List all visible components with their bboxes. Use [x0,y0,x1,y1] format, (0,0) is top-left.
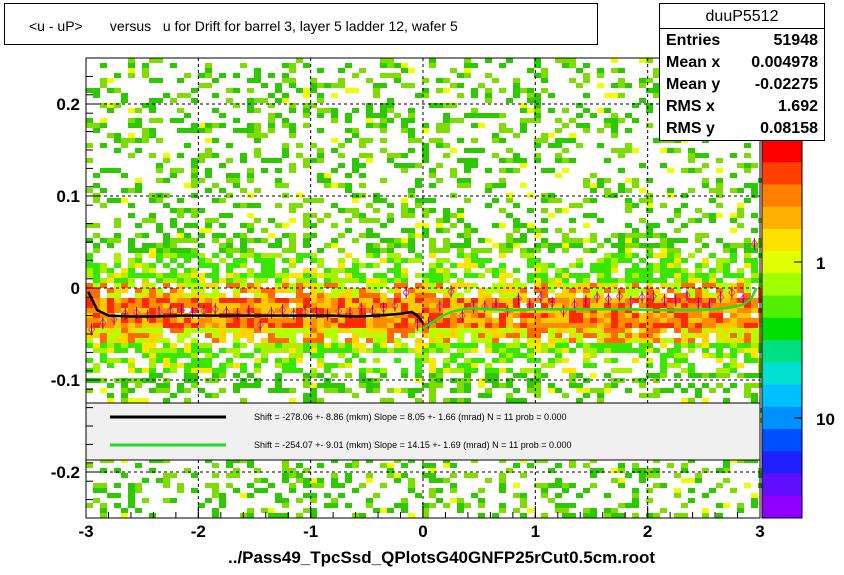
title-box: <u - uP> versus u for Drift for barrel 3… [4,3,598,45]
stats-value: -0.02275 [754,76,818,93]
colorbar-segment [762,429,802,452]
stats-box: duuP5512 Entries 51948 Mean x 0.004978 M… [659,3,825,141]
x-tick-label: 3 [755,522,764,541]
y-tick-label: -0.1 [51,371,80,390]
stats-row-mean-y: Mean y -0.02275 [666,74,818,96]
chart-title: <u - uP> versus u for Drift for barrel 3… [29,18,458,34]
stats-label: Entries [666,32,721,49]
stats-label: RMS x [666,98,715,115]
y-tick-label: 0.1 [56,187,80,206]
colorbar-segment [762,295,802,319]
colorbar-segment [762,140,802,163]
stats-label: Mean x [666,54,721,71]
stats-name: duuP5512 [660,6,824,29]
colorbar-segment [762,184,802,208]
legend-entry-1: Shift = -278.06 +- 8.86 (mkm) Slope = 8.… [254,412,567,422]
stats-value: 0.004978 [751,54,818,71]
y-tick-label: -0.2 [51,463,80,482]
colorbar-segment [762,406,802,430]
x-tick-label: -1 [303,522,318,541]
colorbar-tick-label: 1 [816,254,825,273]
colorbar-segment [762,206,802,230]
footer-filename: ../Pass49_TpcSsd_QPlotsG40GNFP25rCut0.5c… [228,548,656,567]
colorbar-segment [762,317,802,341]
fit-line-1 [87,291,424,324]
x-tick-label: 2 [643,522,652,541]
colorbar-segment [762,251,802,274]
x-tick-label: 1 [531,522,540,541]
stats-row-rms-y: RMS y 0.08158 [666,118,818,140]
x-tick-label: -2 [191,522,206,541]
stats-row-mean-x: Mean x 0.004978 [666,52,818,74]
colorbar-segment [762,228,802,252]
legend-entry-2: Shift = -254.07 +- 9.01 (mkm) Slope = 14… [254,440,572,450]
colorbar-tick-label: 10 [816,410,835,429]
x-tick-label: -3 [78,522,93,541]
colorbar-segment [762,340,802,363]
stats-value: 51948 [773,32,819,49]
stats-value: 0.08158 [760,120,818,137]
colorbar-segment [762,473,802,497]
x-tick-label: 0 [418,522,427,541]
colorbar-segment [762,451,802,475]
legend-box [85,402,761,461]
colorbar-segment [762,162,802,185]
stats-label: RMS y [666,120,715,137]
fit-line-2 [422,287,758,330]
stats-label: Mean y [666,76,721,93]
colorbar-segment [762,495,802,519]
stats-value: 1.692 [777,98,818,115]
colorbar-segment [762,384,802,408]
y-tick-label: 0.2 [56,95,80,114]
colorbar-segment [762,273,802,297]
stats-row-rms-x: RMS x 1.692 [666,96,818,118]
colorbar-segment [762,362,802,386]
stats-row-entries: Entries 51948 [666,30,818,52]
y-tick-label: 0 [71,279,80,298]
